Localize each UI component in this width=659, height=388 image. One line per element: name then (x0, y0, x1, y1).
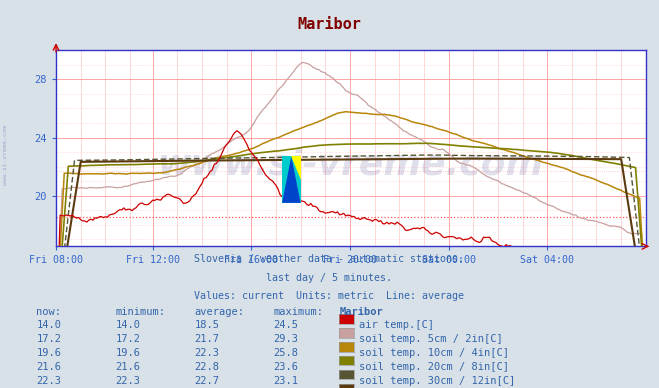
Text: 14.0: 14.0 (115, 320, 140, 331)
Text: 19.6: 19.6 (36, 348, 61, 359)
Text: 19.6: 19.6 (115, 348, 140, 359)
Polygon shape (282, 156, 301, 203)
Text: Values: current  Units: metric  Line: average: Values: current Units: metric Line: aver… (194, 291, 465, 301)
Text: 18.5: 18.5 (194, 320, 219, 331)
Text: soil temp. 20cm / 8in[C]: soil temp. 20cm / 8in[C] (359, 362, 509, 372)
Text: soil temp. 10cm / 4in[C]: soil temp. 10cm / 4in[C] (359, 348, 509, 359)
Text: 21.6: 21.6 (115, 362, 140, 372)
Text: Maribor: Maribor (339, 307, 383, 317)
Text: 21.6: 21.6 (36, 362, 61, 372)
Text: www.si-vreme.com: www.si-vreme.com (3, 125, 8, 185)
Polygon shape (291, 156, 301, 180)
Text: 22.8: 22.8 (194, 362, 219, 372)
Text: Maribor: Maribor (298, 17, 361, 33)
Text: soil temp. 5cm / 2in[C]: soil temp. 5cm / 2in[C] (359, 334, 503, 345)
Text: 17.2: 17.2 (36, 334, 61, 345)
Text: 23.6: 23.6 (273, 362, 299, 372)
Text: 22.3: 22.3 (36, 376, 61, 386)
Text: 22.3: 22.3 (194, 348, 219, 359)
Text: 17.2: 17.2 (115, 334, 140, 345)
Bar (282, 156, 301, 203)
Text: last day / 5 minutes.: last day / 5 minutes. (266, 273, 393, 283)
Text: 25.8: 25.8 (273, 348, 299, 359)
Text: 22.7: 22.7 (194, 376, 219, 386)
Text: maximum:: maximum: (273, 307, 324, 317)
Text: air temp.[C]: air temp.[C] (359, 320, 434, 331)
Text: minimum:: minimum: (115, 307, 165, 317)
Text: soil temp. 30cm / 12in[C]: soil temp. 30cm / 12in[C] (359, 376, 515, 386)
Text: www.si-vreme.com: www.si-vreme.com (158, 147, 544, 181)
Text: now:: now: (36, 307, 61, 317)
Text: 24.5: 24.5 (273, 320, 299, 331)
Text: 22.3: 22.3 (115, 376, 140, 386)
Text: 14.0: 14.0 (36, 320, 61, 331)
Text: average:: average: (194, 307, 244, 317)
Text: 29.3: 29.3 (273, 334, 299, 345)
Text: 23.1: 23.1 (273, 376, 299, 386)
Text: 21.7: 21.7 (194, 334, 219, 345)
Text: Slovenia / weather data - automatic stations.: Slovenia / weather data - automatic stat… (194, 254, 465, 264)
